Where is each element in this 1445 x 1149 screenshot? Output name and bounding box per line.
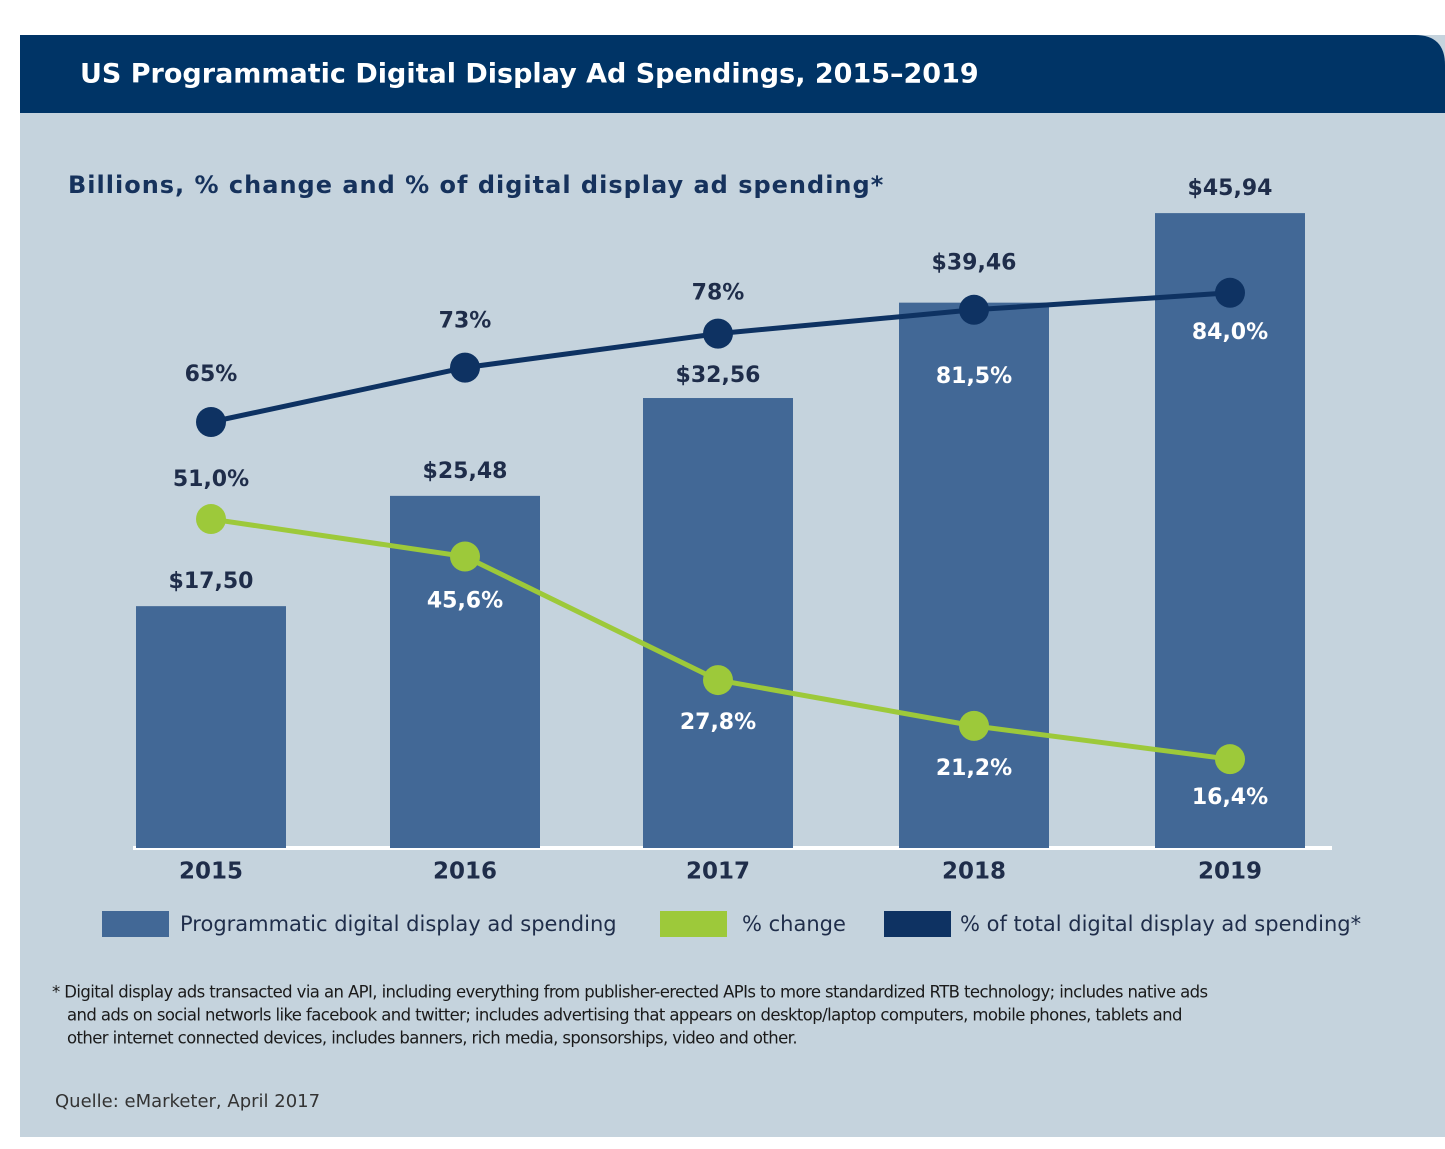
header-bar (20, 35, 1445, 113)
bar (899, 302, 1049, 848)
source: Quelle: eMarketer, April 2017 (55, 1091, 320, 1112)
bar (643, 398, 793, 848)
legend-label: Programmatic digital display ad spending (180, 912, 617, 936)
x-tick-label: 2015 (179, 859, 243, 885)
data-label: $39,46 (932, 251, 1017, 276)
data-label: 73% (439, 309, 492, 334)
data-label: 27,8% (680, 710, 756, 735)
x-tick-label: 2016 (433, 859, 497, 885)
legend-swatch (884, 911, 951, 937)
line-marker (196, 407, 226, 437)
footnote: and ads on social networls like facebook… (67, 1006, 1182, 1025)
data-label: 81,5% (936, 364, 1012, 389)
line-marker (1215, 277, 1245, 308)
legend-label: % of total digital display ad spending* (960, 912, 1361, 936)
data-label: 16,4% (1192, 785, 1268, 810)
line-marker (1215, 744, 1245, 775)
bar (136, 606, 286, 848)
footnote: * Digital display ads transacted via an … (52, 983, 1207, 1002)
data-label: 45,6% (427, 589, 503, 614)
chart-title: US Programmatic Digital Display Ad Spend… (80, 59, 979, 90)
line-marker (450, 541, 480, 572)
x-tick-label: 2017 (686, 859, 750, 885)
data-label: $25,48 (423, 459, 508, 484)
line-marker (959, 710, 989, 741)
legend-swatch (660, 911, 727, 937)
x-tick-label: 2018 (942, 859, 1006, 885)
data-label: 51,0% (173, 467, 249, 492)
data-label: 65% (185, 362, 238, 387)
data-label: 21,2% (936, 756, 1012, 781)
legend-label: % change (742, 912, 846, 936)
line-marker (450, 352, 480, 383)
bar (1155, 213, 1305, 849)
line-marker (959, 294, 989, 325)
data-label: $45,94 (1188, 176, 1273, 201)
chart-subtitle: Billions, % change and % of digital disp… (68, 171, 884, 199)
data-label: 78% (692, 281, 745, 306)
footnote: other internet connected devices, includ… (67, 1029, 797, 1048)
data-label: 84,0% (1192, 320, 1268, 345)
line-marker (196, 504, 226, 535)
line-marker (703, 318, 733, 349)
legend-swatch (102, 911, 169, 937)
x-tick-label: 2019 (1198, 859, 1262, 885)
line-marker (703, 665, 733, 696)
data-label: $17,50 (169, 569, 254, 594)
data-label: $32,56 (676, 363, 761, 388)
